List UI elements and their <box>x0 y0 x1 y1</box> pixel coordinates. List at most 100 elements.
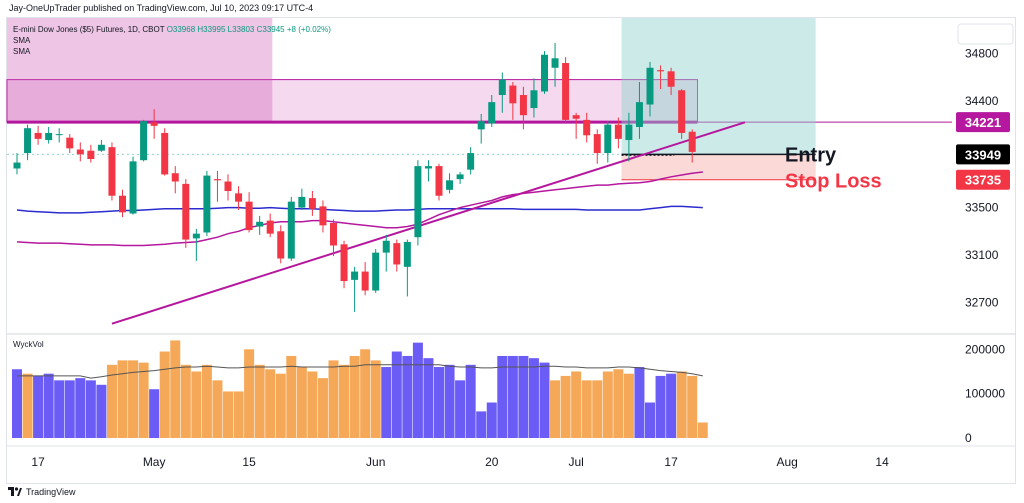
candle-body <box>678 90 686 133</box>
candle-body <box>24 128 32 154</box>
candle-body <box>509 85 517 104</box>
candle-body <box>467 153 475 170</box>
volume-bar <box>265 369 276 438</box>
price-tick-label: 33100 <box>965 248 999 262</box>
candle-body <box>55 134 63 136</box>
resistance-zone <box>6 79 698 123</box>
candle-body <box>688 131 696 152</box>
volume-bar <box>391 351 402 438</box>
volume-bar <box>275 373 286 438</box>
volume-bar <box>138 362 149 438</box>
stop-price-label-bg <box>956 169 1010 190</box>
candle-body <box>245 201 253 231</box>
price-tick-label: 34800 <box>965 47 999 61</box>
volume-bar <box>149 389 160 438</box>
volume-bar <box>328 360 339 438</box>
volume-bar <box>223 391 233 438</box>
candle-body <box>235 193 243 202</box>
candle-body <box>635 102 643 128</box>
price-tick-label: 33500 <box>965 201 999 215</box>
volume-bar <box>592 380 603 438</box>
candle-body <box>498 79 506 96</box>
candle-body <box>87 150 95 160</box>
volume-bar <box>180 364 191 438</box>
volume-bar <box>539 362 550 438</box>
candle-body <box>150 122 158 126</box>
volume-bar <box>697 422 708 438</box>
candle-body <box>446 180 454 190</box>
volume-bar <box>159 351 170 438</box>
candle-body <box>108 147 116 196</box>
volume-bar <box>434 367 444 438</box>
volume-bar <box>106 364 117 438</box>
candle-body <box>646 67 654 105</box>
volume-bar <box>687 375 698 438</box>
entry-price-label: 33949 <box>965 147 1001 162</box>
candle-body <box>277 231 285 259</box>
candle-body <box>203 175 211 233</box>
candle-body <box>572 115 580 119</box>
sma-legend-1[interactable]: SMA <box>13 36 31 45</box>
volume-bar <box>339 364 350 438</box>
price-tick-label: 32700 <box>965 295 999 309</box>
volume-bar <box>254 364 265 438</box>
candle-body <box>256 221 264 227</box>
candle-body <box>119 195 126 213</box>
volume-bar <box>613 369 624 438</box>
candle-body <box>308 198 316 209</box>
volume-bar <box>602 371 613 438</box>
candle-body <box>213 179 221 181</box>
candle-body <box>477 121 485 130</box>
brand-name: TradingView <box>26 487 76 497</box>
candle-body <box>76 149 84 155</box>
candle-body <box>562 63 570 120</box>
volume-bar <box>170 340 181 438</box>
volume-bar <box>201 364 212 438</box>
volume-tick-label: 0 <box>965 431 972 445</box>
volume-bar <box>360 349 371 438</box>
volume-bar <box>381 367 392 438</box>
time-tick-label: 14 <box>875 455 889 469</box>
candle-body <box>34 132 42 139</box>
candle-body <box>224 181 232 191</box>
candle-body <box>541 54 548 92</box>
candle-body <box>340 244 348 282</box>
volume-bar <box>233 391 244 438</box>
resistance-price-label-bg <box>956 112 1010 133</box>
candle-body <box>456 174 464 180</box>
candle-body <box>625 124 633 141</box>
volume-bar <box>22 373 33 438</box>
volume-indicator-label[interactable]: WyckVol <box>13 340 44 349</box>
time-tick-label: Jun <box>366 455 385 469</box>
price-tick-label: 34400 <box>965 94 999 108</box>
candle-body <box>266 220 274 234</box>
ohlc-close: C33945 <box>256 25 285 34</box>
volume-bar <box>12 369 22 438</box>
candle-body <box>667 71 675 87</box>
entry-price-label-bg <box>956 144 1010 165</box>
volume-bar <box>43 373 54 438</box>
candle-body <box>298 196 306 208</box>
candle-body <box>414 166 422 238</box>
tradingview-brand[interactable]: TradingView <box>8 487 76 497</box>
volume-bar <box>286 355 297 438</box>
volume-bar <box>349 355 360 438</box>
volume-bar <box>444 364 455 438</box>
sma-mid-line <box>16 171 703 247</box>
publisher-caption: Jay-OneUpTrader published on TradingView… <box>9 3 314 13</box>
volume-bar <box>476 411 487 438</box>
volume-bar <box>507 355 518 438</box>
volume-bar <box>402 355 413 438</box>
volume-bar <box>64 380 75 438</box>
chart-frame <box>6 17 1016 484</box>
volume-bar <box>528 358 539 438</box>
time-tick-label: 17 <box>31 455 45 469</box>
candle-body <box>614 124 622 139</box>
volume-bar <box>307 371 318 438</box>
sma-legend-2[interactable]: SMA <box>13 47 31 56</box>
candle-body <box>330 222 337 246</box>
candle-body <box>583 119 591 136</box>
candle-body <box>403 241 411 267</box>
volume-bar <box>191 371 202 438</box>
